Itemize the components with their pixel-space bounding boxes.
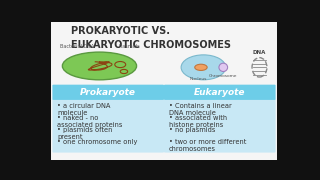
Text: • associated with
histone proteins: • associated with histone proteins <box>169 115 227 128</box>
Ellipse shape <box>62 52 137 80</box>
Text: • plasmids often
present: • plasmids often present <box>57 127 113 140</box>
Text: • two or more different
chromosomes: • two or more different chromosomes <box>169 139 246 152</box>
Text: EUKARYOTIC CHROMOSOMES: EUKARYOTIC CHROMOSOMES <box>71 40 231 50</box>
Text: • a circular DNA
molecule: • a circular DNA molecule <box>57 103 111 116</box>
Ellipse shape <box>219 63 228 71</box>
Text: • Contains a linear
DNA molecule: • Contains a linear DNA molecule <box>169 103 232 116</box>
FancyBboxPatch shape <box>52 85 164 100</box>
FancyBboxPatch shape <box>164 98 276 153</box>
Text: Eukaryote: Eukaryote <box>194 88 245 97</box>
Text: Prokaryote: Prokaryote <box>80 88 136 97</box>
Ellipse shape <box>195 64 207 70</box>
FancyBboxPatch shape <box>51 22 277 160</box>
Text: Nucleus: Nucleus <box>190 77 207 81</box>
Text: Plasmids: Plasmids <box>118 44 140 49</box>
Text: • naked - no
associated proteins: • naked - no associated proteins <box>57 115 123 128</box>
Text: Chromosome: Chromosome <box>209 74 237 78</box>
Text: Bacterial DNA: Bacterial DNA <box>60 44 94 49</box>
Circle shape <box>181 55 226 80</box>
FancyBboxPatch shape <box>164 85 276 100</box>
Text: DNA: DNA <box>253 50 266 55</box>
FancyBboxPatch shape <box>52 98 164 153</box>
Text: PROKARYOTIC VS.: PROKARYOTIC VS. <box>71 26 170 36</box>
Text: • no plasmids: • no plasmids <box>169 127 215 133</box>
Text: • one chromosome only: • one chromosome only <box>57 139 138 145</box>
